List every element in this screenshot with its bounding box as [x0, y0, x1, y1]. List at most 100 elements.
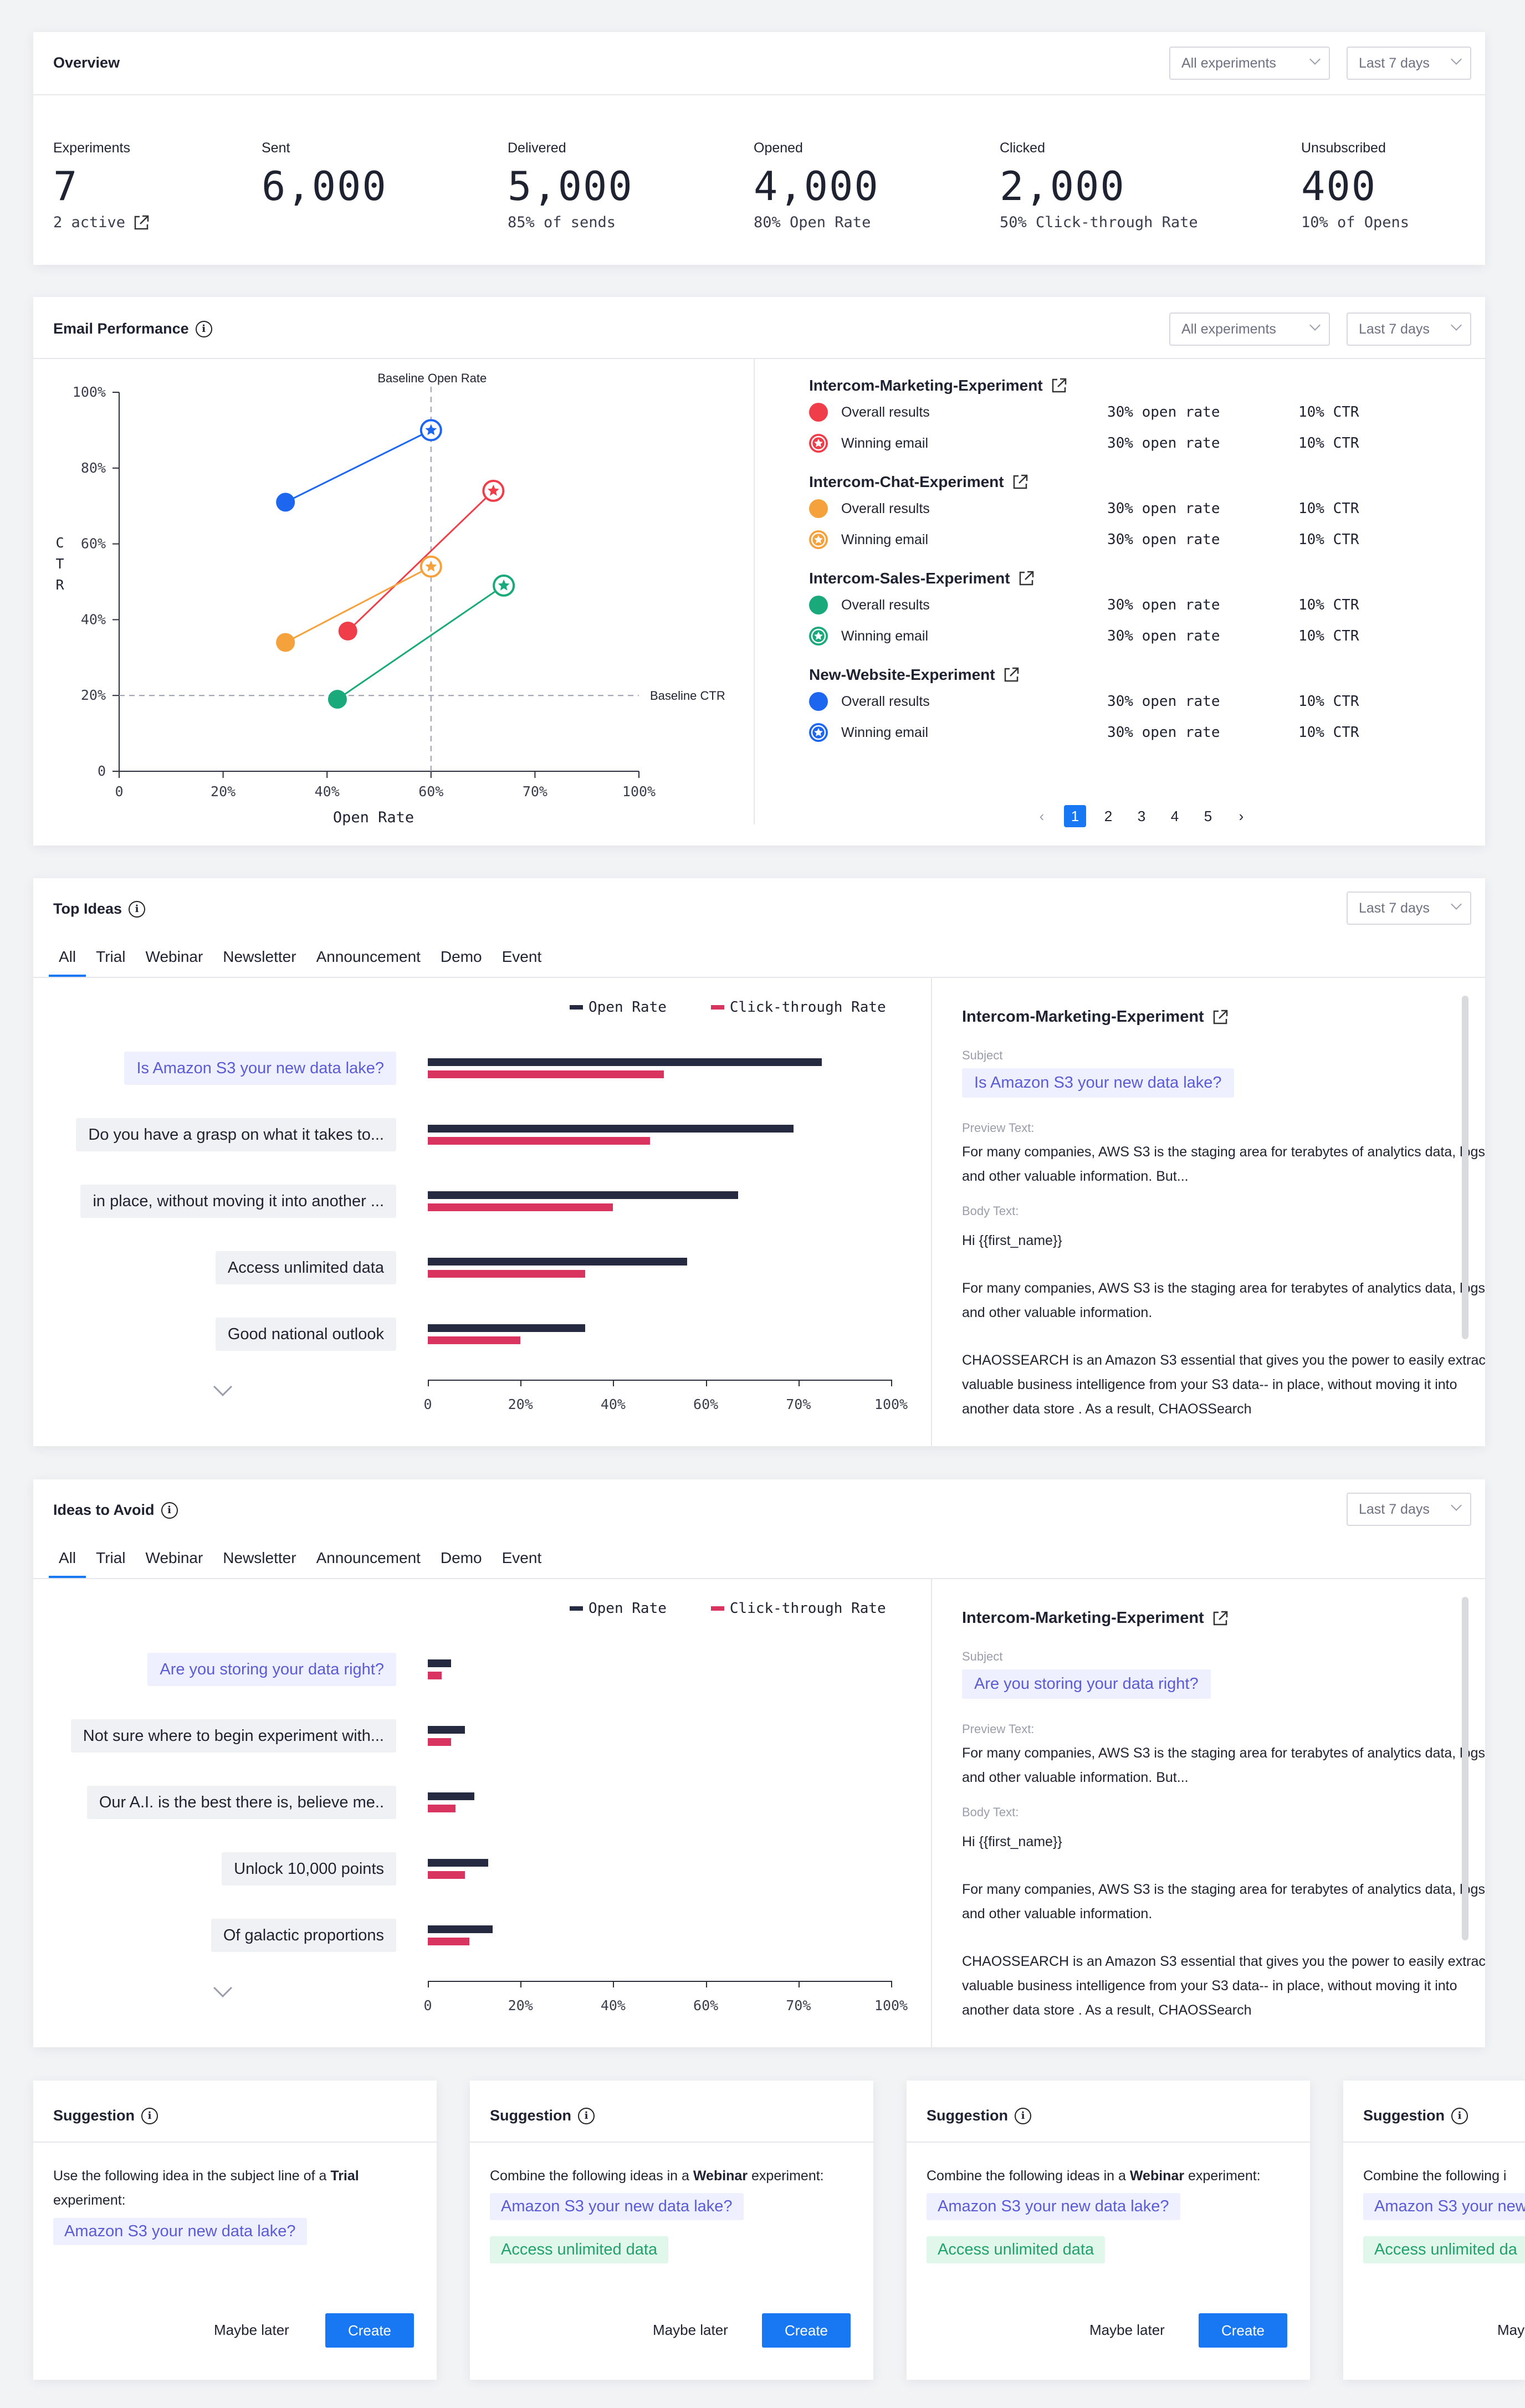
tab-demo[interactable]: Demo [440, 948, 482, 965]
external-link-icon[interactable] [1212, 1610, 1229, 1627]
period-filter-dropdown[interactable]: Last 7 days [1347, 892, 1471, 925]
series-line [285, 429, 432, 503]
tab-newsletter[interactable]: Newsletter [223, 948, 296, 965]
tab-newsletter[interactable]: Newsletter [223, 1549, 296, 1566]
experiments-filter-dropdown[interactable]: All experiments [1169, 47, 1330, 80]
subject-pill: Is Amazon S3 your new data lake? [962, 1068, 1234, 1098]
chevron-left-icon[interactable]: ‹ [1039, 807, 1045, 824]
row-ctr: 10% CTR [1298, 500, 1359, 517]
external-link-icon[interactable] [1003, 667, 1020, 683]
idea-pill[interactable]: Is Amazon S3 your new data lake? [124, 1052, 396, 1085]
tab-trial[interactable]: Trial [96, 948, 126, 965]
tab-announcement[interactable]: Announcement [316, 1549, 421, 1566]
page-5[interactable]: 5 [1204, 807, 1212, 824]
external-link-icon[interactable] [133, 214, 150, 231]
idea-pill[interactable]: Good national outlook [215, 1318, 396, 1351]
tab-event[interactable]: Event [501, 1549, 542, 1566]
y-tick-label: 20% [81, 687, 106, 703]
top-ideas-card: Top Ideas i Last 7 days All Trial Webinar… [33, 878, 1485, 1446]
title-text: Ideas to Avoid [53, 1502, 155, 1518]
overview-card: Overview All experiments Last 7 days Exp… [33, 32, 1485, 265]
idea-pill[interactable]: Do you have a grasp on what it takes to.… [76, 1118, 396, 1151]
period-filter-value: Last 7 days [1359, 900, 1430, 916]
tab-all[interactable]: All [49, 948, 86, 977]
open-rate-bar [428, 1859, 488, 1867]
experiment-name[interactable]: New-Website-Experiment [809, 664, 1359, 686]
info-icon[interactable]: i [141, 2107, 158, 2124]
create-button[interactable]: Create [1199, 2313, 1287, 2348]
tab-webinar[interactable]: Webinar [145, 948, 203, 965]
period-filter-dropdown[interactable]: Last 7 days [1347, 312, 1471, 346]
x-tick-mark [428, 1380, 429, 1386]
suggestion-title: Suggestion i [1363, 2107, 1468, 2124]
star-icon [425, 560, 437, 572]
info-icon[interactable]: i [1451, 2107, 1468, 2124]
tab-webinar[interactable]: Webinar [145, 1549, 203, 1566]
stat-label: Unsubscribed [1301, 140, 1386, 156]
legend-row: Overall results 30% open rate 10% CTR [809, 590, 1359, 621]
idea-pill[interactable]: Not sure where to begin experiment with.… [70, 1719, 396, 1753]
tab-trial[interactable]: Trial [96, 1549, 126, 1566]
row-ctr: 10% CTR [1298, 404, 1359, 421]
experiments-filter-dropdown[interactable]: All experiments [1169, 312, 1330, 346]
external-link-icon[interactable] [1212, 1009, 1229, 1026]
create-button[interactable]: Create [325, 2313, 414, 2348]
page-4[interactable]: 4 [1170, 807, 1179, 824]
tab-demo[interactable]: Demo [440, 1549, 482, 1566]
scrollbar[interactable] [1462, 996, 1468, 1339]
stat-label: Opened [754, 140, 803, 156]
idea-pill[interactable]: Our A.I. is the best there is, believe m… [86, 1786, 396, 1819]
open-rate-bar [428, 1058, 822, 1066]
maybe-later-button[interactable]: Maybe later [214, 2322, 289, 2338]
external-link-icon[interactable] [1051, 377, 1067, 394]
stat-label: Delivered [508, 140, 566, 156]
text-part: experiment: [748, 2168, 824, 2184]
period-filter-dropdown[interactable]: Last 7 days [1347, 1493, 1471, 1526]
info-icon[interactable]: i [129, 900, 146, 918]
maybe-later-button[interactable]: May [1497, 2322, 1525, 2338]
x-tick-label: 40% [315, 783, 340, 800]
stat-label: Clicked [1000, 140, 1045, 156]
tab-announcement[interactable]: Announcement [316, 948, 421, 965]
external-link-icon[interactable] [1018, 570, 1035, 587]
idea-pill[interactable]: in place, without moving it into another… [80, 1185, 396, 1218]
idea-pill[interactable]: Of galactic proportions [211, 1919, 396, 1952]
subject-pill: Are you storing your data right? [962, 1669, 1211, 1699]
circle-marker-icon [809, 403, 828, 422]
open-rate-bar [428, 1925, 493, 1933]
page-2[interactable]: 2 [1104, 807, 1113, 824]
maybe-later-button[interactable]: Maybe later [1089, 2322, 1165, 2338]
detail-experiment-name[interactable]: Intercom-Marketing-Experiment [962, 1008, 1485, 1026]
idea-pill[interactable]: Access unlimited data [215, 1251, 396, 1284]
preview-label: Preview Text: [962, 1121, 1035, 1135]
external-link-icon[interactable] [1012, 474, 1028, 490]
idea-pill[interactable]: Unlock 10,000 points [222, 1852, 396, 1886]
page-3[interactable]: 3 [1137, 807, 1146, 824]
y-axis-title-letter: C [55, 535, 64, 551]
create-button[interactable]: Create [762, 2313, 851, 2348]
x-tick-mark [428, 1981, 429, 1987]
info-icon[interactable]: i [195, 320, 212, 337]
category-tabs: All Trial Webinar Newsletter Announcemen… [49, 1549, 551, 1578]
maybe-later-button[interactable]: Maybe later [653, 2322, 728, 2338]
chevron-right-icon[interactable]: › [1239, 807, 1244, 824]
period-filter-dropdown[interactable]: Last 7 days [1347, 47, 1471, 80]
experiment-name[interactable]: Intercom-Chat-Experiment [809, 471, 1359, 493]
detail-experiment-name[interactable]: Intercom-Marketing-Experiment [962, 1609, 1485, 1627]
experiment-name[interactable]: Intercom-Marketing-Experiment [809, 375, 1359, 397]
ctr-bar [428, 1203, 613, 1211]
info-icon[interactable]: i [161, 1502, 178, 1519]
tab-event[interactable]: Event [501, 948, 542, 965]
overall-result-point [338, 621, 357, 641]
row-label: Winning email [841, 435, 929, 451]
scrollbar[interactable] [1462, 1597, 1468, 1940]
idea-pill[interactable]: Are you storing your data right? [147, 1653, 396, 1686]
page-1[interactable]: 1 [1064, 805, 1086, 827]
x-tick-mark [798, 1981, 800, 1987]
body-label: Body Text: [962, 1204, 1019, 1218]
legend-group-sales: Intercom-Sales-Experiment Overall result… [809, 567, 1359, 652]
tab-all[interactable]: All [49, 1549, 86, 1578]
info-icon[interactable]: i [1015, 2107, 1031, 2124]
experiment-name[interactable]: Intercom-Sales-Experiment [809, 567, 1359, 590]
info-icon[interactable]: i [578, 2107, 595, 2124]
